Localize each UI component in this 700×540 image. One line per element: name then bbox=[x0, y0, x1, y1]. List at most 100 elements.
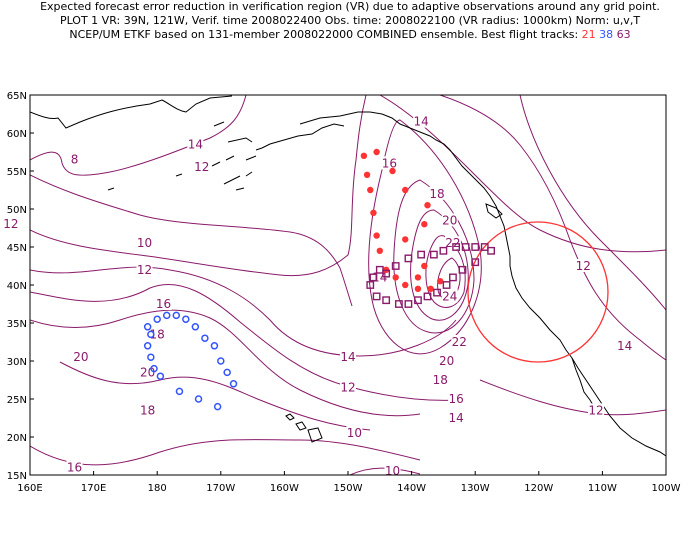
lon-tick-label: 140W bbox=[397, 483, 426, 494]
contour-line bbox=[379, 95, 666, 253]
contour-label-bg bbox=[429, 186, 446, 200]
track-38-point bbox=[172, 311, 181, 320]
track-21-point bbox=[392, 274, 399, 281]
track-38-point bbox=[191, 323, 200, 331]
contour-label: 18 bbox=[433, 373, 448, 387]
track-63-point bbox=[423, 292, 432, 301]
us-west-coastline bbox=[509, 256, 666, 457]
contour-label: 8 bbox=[71, 153, 79, 167]
contour-label: 20 bbox=[439, 354, 454, 368]
contour-label-bg bbox=[193, 160, 210, 174]
lat-tick-label: 15N bbox=[7, 471, 27, 482]
vancouver-island bbox=[485, 203, 503, 219]
flight-track-63 bbox=[366, 243, 495, 308]
track-21-point bbox=[389, 167, 396, 175]
contour-line bbox=[519, 95, 666, 311]
lon-tick-label: 170E bbox=[81, 483, 106, 494]
lat-tick-label: 20N bbox=[7, 433, 27, 444]
track-63-point bbox=[458, 265, 467, 274]
track-21-point bbox=[421, 221, 428, 228]
contour-label-bg bbox=[451, 335, 468, 348]
contour-label-bg bbox=[384, 464, 401, 478]
lon-tick-label: 170W bbox=[206, 483, 235, 494]
contour-line bbox=[425, 235, 466, 308]
track-63-point bbox=[433, 288, 441, 297]
contour-label-bg bbox=[136, 236, 153, 250]
contour-label: 12 bbox=[194, 160, 209, 174]
contour-line bbox=[30, 174, 353, 307]
contour-label-bg bbox=[136, 262, 153, 276]
track-63-point bbox=[487, 246, 495, 255]
contour-label-bg bbox=[66, 152, 83, 166]
track-63-point bbox=[429, 250, 438, 259]
track-38-point bbox=[213, 402, 222, 411]
track-63-point bbox=[382, 269, 391, 278]
track-63-point bbox=[414, 296, 422, 305]
contour-label: 22 bbox=[452, 335, 467, 349]
contour-label-bg bbox=[139, 403, 156, 417]
track-38-point bbox=[162, 311, 171, 320]
contour-label-bg bbox=[448, 411, 465, 424]
contour-label: 14 bbox=[617, 339, 632, 353]
contour-label-bg bbox=[413, 114, 430, 128]
track-21-legend-label: 21 bbox=[581, 28, 596, 41]
track-38-point bbox=[156, 372, 165, 380]
contour-label: 12 bbox=[3, 217, 18, 231]
lon-tick-label: 150W bbox=[334, 483, 363, 494]
track-21-point bbox=[424, 202, 431, 209]
contour-line bbox=[30, 283, 461, 401]
contour-line bbox=[368, 119, 482, 355]
track-38-point bbox=[175, 387, 184, 396]
contour-label: 20 bbox=[442, 213, 457, 227]
flight-track-38 bbox=[143, 311, 238, 411]
contour-label: 10 bbox=[347, 426, 362, 440]
hawaii-island-1 bbox=[285, 413, 295, 421]
contour-label-bg bbox=[616, 338, 633, 352]
track-38-point bbox=[229, 380, 238, 388]
lat-tick-label: 30N bbox=[7, 357, 27, 368]
contour-label: 14 bbox=[340, 350, 355, 364]
coastlines bbox=[30, 95, 666, 457]
contour-line bbox=[30, 266, 457, 357]
lon-tick-label: 120W bbox=[524, 483, 553, 494]
verification-region-circle bbox=[467, 221, 609, 363]
lat-tick-label: 25N bbox=[7, 395, 27, 406]
track-38-point bbox=[143, 342, 152, 350]
contour-label-bg bbox=[66, 460, 83, 474]
contour-line bbox=[30, 439, 421, 466]
track-63-legend-label: 63 bbox=[616, 28, 631, 41]
track-63-point bbox=[452, 243, 461, 251]
track-21-point bbox=[373, 148, 380, 156]
contour-line bbox=[30, 95, 367, 277]
alaska-coastline bbox=[30, 95, 370, 161]
aleutian-islands bbox=[107, 155, 235, 191]
contour-label-bg bbox=[2, 217, 19, 231]
track-38-point bbox=[150, 364, 158, 373]
track-21-point bbox=[421, 262, 428, 270]
track-63-point bbox=[471, 243, 480, 251]
contour-label-bg bbox=[448, 392, 465, 405]
contour-label-bg bbox=[575, 259, 592, 272]
gulf-of-alaska-islands bbox=[223, 171, 253, 191]
map-title-line-2: PLOT 1 VR: 39N, 121W, Verif. time 200802… bbox=[59, 14, 641, 27]
track-21-point bbox=[360, 152, 368, 159]
contour-label-layer: 8141212101214161820201816161820222422201… bbox=[2, 114, 633, 478]
longitude-axis: 160E 170E 180 170W 160W 150W 140W 130W 120W 110W 1… bbox=[17, 471, 681, 494]
track-38-point bbox=[217, 357, 225, 365]
track-21-point bbox=[373, 232, 380, 239]
track-63-point bbox=[366, 281, 375, 289]
contour-lines bbox=[30, 95, 666, 475]
track-63-point bbox=[471, 258, 480, 267]
track-63-point bbox=[439, 246, 448, 255]
track-38-point bbox=[153, 315, 161, 323]
track-21-point bbox=[427, 285, 434, 292]
lon-tick-label: 180 bbox=[148, 483, 167, 494]
lat-tick-label: 60N bbox=[7, 129, 27, 140]
track-63-point bbox=[391, 262, 400, 270]
track-21-point bbox=[363, 171, 371, 178]
track-21-point bbox=[402, 186, 409, 194]
contour-label: 18 bbox=[150, 327, 165, 341]
lat-tick-label: 35N bbox=[7, 319, 27, 330]
contour-label: 18 bbox=[429, 187, 444, 201]
contour-label: 14 bbox=[413, 115, 428, 129]
